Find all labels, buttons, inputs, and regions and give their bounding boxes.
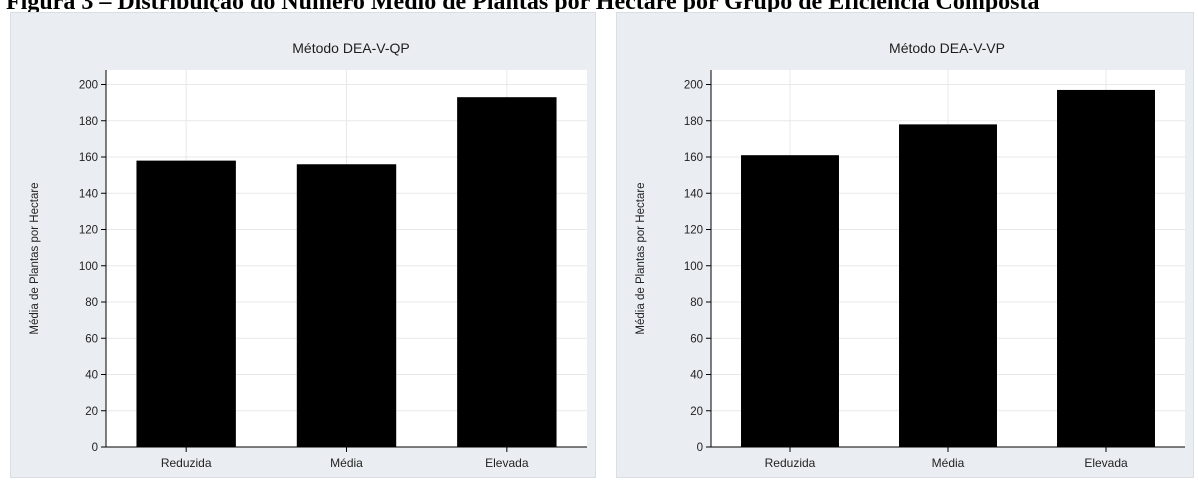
y-tick-label: 40 [690,370,703,382]
y-tick-label: 180 [79,116,98,128]
bar-reduzida [741,155,839,447]
bar-reduzida [136,160,236,447]
x-tick-label: Reduzida [161,456,212,470]
x-tick-label: Média [330,456,363,470]
y-tick-label: 180 [684,116,703,128]
y-tick-label: 0 [697,442,703,454]
y-tick-label: 140 [684,188,703,200]
y-tick-label: 80 [85,297,98,309]
y-tick-label: 60 [690,333,703,345]
x-tick-label: Média [932,456,965,470]
y-tick-label: 100 [79,261,98,273]
y-tick-label: 80 [690,297,703,309]
y-tick-label: 100 [684,261,703,273]
y-tick-label: 140 [79,188,98,200]
y-tick-label: 160 [79,152,98,164]
x-tick-label: Elevada [485,456,529,470]
x-tick-label: Elevada [1084,456,1128,470]
bar-elevada [1057,89,1155,447]
figure-caption: Figura 3 – Distribuição do Número Médio … [6,0,1040,15]
y-tick-label: 120 [79,225,98,237]
chart-title: Método DEA-V-VP [889,40,1005,56]
chart-panel-dea-v-qp: Método DEA-V-QP 0 20 40 60 80 100 120 140 160 180 2… [10,12,596,478]
y-axis-label: Média de Plantas por Hectare [635,182,647,334]
y-tick-label: 200 [684,80,703,92]
y-tick-label: 20 [690,406,703,418]
bar-média [296,164,397,447]
y-tick-label: 0 [92,442,98,454]
y-tick-label: 40 [85,370,98,382]
chart-panel-dea-v-vp: Método DEA-V-VP 0 20 40 60 80 100 120 140 160 180 2… [616,12,1194,478]
bar-chart-dea-v-vp: Método DEA-V-VP 0 20 40 60 80 100 120 140 160 180 2… [635,40,1185,470]
bar-média [899,124,997,447]
y-tick-label: 60 [85,333,98,345]
y-tick-label: 160 [684,152,703,164]
y-tick-label: 200 [79,80,98,92]
y-tick-label: 120 [684,225,703,237]
chart-title: Método DEA-V-QP [292,40,410,56]
y-axis-label: Média de Plantas por Hectare [29,182,41,334]
x-tick-label: Reduzida [765,456,816,470]
y-tick-label: 20 [85,406,98,418]
bar-elevada [457,97,557,447]
bar-chart-dea-v-qp: Método DEA-V-QP 0 20 40 60 80 100 120 140 160 180 2… [29,40,587,470]
